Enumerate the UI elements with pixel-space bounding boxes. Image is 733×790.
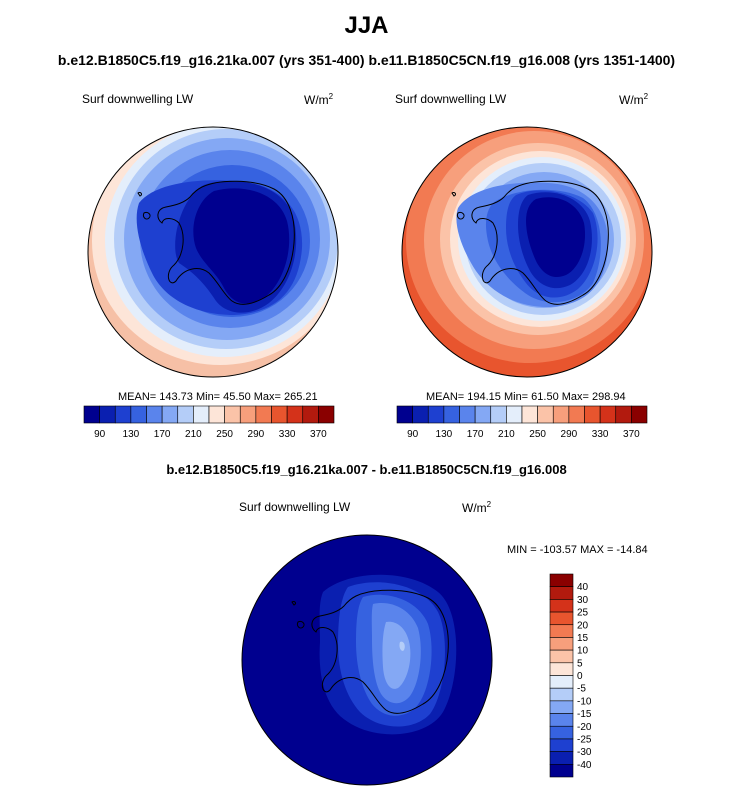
colorbar-tick-label: -10 bbox=[577, 696, 592, 707]
colorbar-tick-label: 170 bbox=[467, 429, 484, 440]
colorbar-swatch bbox=[549, 624, 574, 638]
colorbar-tick-label: 210 bbox=[498, 429, 515, 440]
colorbar-tick-label: 330 bbox=[279, 429, 296, 440]
colorbar-swatch bbox=[318, 405, 335, 424]
colorbar-swatch bbox=[615, 405, 632, 424]
colorbar-tick-label: 170 bbox=[154, 429, 171, 440]
right-panel-stats: MEAN= 194.15 Min= 61.50 Max= 298.94 bbox=[426, 391, 626, 403]
colorbar-swatch bbox=[549, 586, 574, 600]
colorbar-swatch bbox=[537, 405, 554, 424]
colorbar-swatch bbox=[552, 405, 570, 424]
left-panel-variable: Surf downwelling LW bbox=[82, 92, 194, 106]
colorbar-swatch bbox=[302, 405, 319, 424]
colorbar-swatch bbox=[224, 405, 241, 424]
colorbar-tick-label: -15 bbox=[577, 709, 592, 720]
colorbar-swatch bbox=[568, 405, 585, 424]
right-panel-variable: Surf downwelling LW bbox=[395, 92, 507, 106]
colorbar-swatch bbox=[130, 405, 147, 424]
colorbar-swatch bbox=[396, 405, 413, 424]
colorbar-tick-label: 330 bbox=[592, 429, 609, 440]
colorbar-tick-label: 290 bbox=[561, 429, 578, 440]
left-panel-stats: MEAN= 143.73 Min= 45.50 Max= 265.21 bbox=[118, 391, 318, 403]
colorbar-swatch bbox=[549, 649, 574, 664]
colorbar-swatch bbox=[412, 405, 429, 424]
colorbar-swatch bbox=[161, 405, 179, 424]
figure-subtitle: b.e12.B1850C5.f19_g16.21ka.007 (yrs 351-… bbox=[57, 52, 676, 68]
colorbar-tick-label: -25 bbox=[577, 734, 592, 745]
colorbar-swatch bbox=[549, 599, 574, 613]
colorbar-swatch bbox=[549, 611, 574, 626]
colorbar-tick-label: 210 bbox=[185, 429, 202, 440]
difference-title: b.e12.B1850C5.f19_g16.21ka.007 - b.e11.B… bbox=[166, 462, 567, 477]
colorbar-swatch bbox=[286, 405, 304, 424]
colorbar-swatch bbox=[255, 405, 272, 424]
colorbar-tick-label: 370 bbox=[623, 429, 640, 440]
colorbar-swatch bbox=[631, 405, 648, 424]
colorbar-swatch bbox=[193, 405, 210, 424]
colorbar-tick-label: 0 bbox=[577, 671, 583, 682]
colorbar-swatch bbox=[443, 405, 460, 424]
colorbar-tick-label: 130 bbox=[436, 429, 453, 440]
colorbar-swatch bbox=[549, 725, 574, 740]
right-panel-units: W/m2 bbox=[619, 92, 649, 107]
difference-polar-map bbox=[241, 534, 493, 786]
colorbar-tick-label: 250 bbox=[216, 429, 233, 440]
colorbar-swatch bbox=[83, 405, 100, 424]
diff-panel-units: W/m2 bbox=[462, 500, 492, 515]
colorbar-swatch bbox=[549, 687, 574, 702]
colorbar-tick-label: -5 bbox=[577, 684, 586, 695]
colorbar-swatch bbox=[177, 405, 194, 424]
figure-title: JJA bbox=[344, 12, 389, 39]
colorbar-tick-label: 90 bbox=[94, 429, 106, 440]
colorbar-tick-label: 250 bbox=[529, 429, 546, 440]
colorbar-tick-label: 20 bbox=[577, 620, 589, 631]
colorbar-tick-label: 90 bbox=[407, 429, 419, 440]
colorbar-swatch bbox=[146, 405, 163, 424]
left-panel-units: W/m2 bbox=[304, 92, 334, 107]
colorbar-swatch bbox=[114, 405, 132, 424]
colorbar-swatch bbox=[549, 738, 574, 752]
colorbar-swatch bbox=[427, 405, 445, 424]
colorbar-swatch bbox=[584, 405, 601, 424]
colorbar-swatch bbox=[459, 405, 476, 424]
right-polar-map bbox=[401, 126, 653, 378]
colorbar-swatch bbox=[549, 700, 574, 714]
colorbar-swatch bbox=[549, 637, 574, 651]
colorbar-tick-label: 15 bbox=[577, 633, 589, 644]
diff-panel-stats: MIN = -103.57 MAX = -14.84 bbox=[507, 544, 648, 556]
colorbar-swatch bbox=[271, 405, 288, 424]
left-horizontal-colorbar: 90 130 170 210 250 290 330 370 bbox=[83, 405, 335, 440]
diff-panel-variable: Surf downwelling LW bbox=[239, 500, 351, 514]
colorbar-tick-label: -20 bbox=[577, 722, 592, 733]
colorbar-swatch bbox=[490, 405, 507, 424]
colorbar-tick-label: 290 bbox=[248, 429, 265, 440]
colorbar-swatch bbox=[208, 405, 225, 424]
colorbar-swatch bbox=[549, 764, 574, 778]
colorbar-swatch bbox=[99, 405, 116, 424]
colorbar-swatch bbox=[474, 405, 492, 424]
colorbar-tick-label: 5 bbox=[577, 658, 583, 669]
colorbar-tick-label: 25 bbox=[577, 608, 589, 619]
colorbar-swatch bbox=[506, 405, 523, 424]
colorbar-swatch bbox=[521, 405, 538, 424]
colorbar-tick-label: -30 bbox=[577, 747, 592, 758]
colorbar-swatch bbox=[549, 751, 574, 765]
colorbar-swatch bbox=[239, 405, 257, 424]
left-polar-map bbox=[87, 126, 339, 378]
right-horizontal-colorbar: 90 130 170 210 250 290 330 370 bbox=[396, 405, 648, 440]
colorbar-swatch bbox=[549, 713, 574, 727]
colorbar-tick-label: 130 bbox=[123, 429, 140, 440]
colorbar-swatch bbox=[549, 662, 574, 676]
colorbar-tick-label: 30 bbox=[577, 595, 589, 606]
colorbar-tick-label: -40 bbox=[577, 760, 592, 771]
colorbar-tick-label: 40 bbox=[577, 582, 589, 593]
colorbar-swatch bbox=[599, 405, 617, 424]
colorbar-tick-label: 370 bbox=[310, 429, 327, 440]
colorbar-tick-label: 10 bbox=[577, 646, 589, 657]
colorbar-swatch bbox=[549, 675, 574, 689]
colorbar-swatch bbox=[549, 573, 574, 587]
